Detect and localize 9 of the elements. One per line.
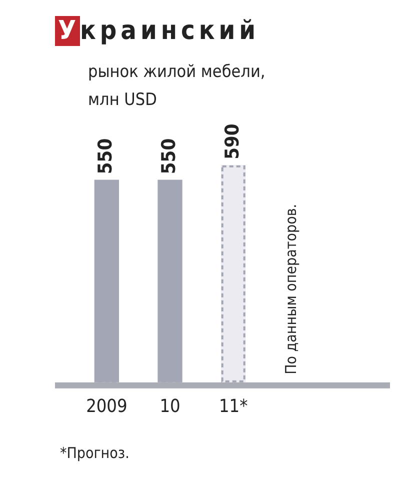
x-tick-label: 11*: [218, 396, 248, 417]
text: *Прогноз.: [60, 444, 130, 462]
text: По данным операторов.: [282, 204, 300, 374]
data-label: 550: [158, 138, 180, 174]
x-tick-label: 10: [160, 396, 180, 417]
data-label: 590: [221, 124, 244, 160]
chart-subtitle: рынок жилой мебели, млн USD: [88, 61, 266, 112]
x-tick-label: 2009: [86, 396, 128, 417]
data-label: 550: [94, 138, 117, 174]
